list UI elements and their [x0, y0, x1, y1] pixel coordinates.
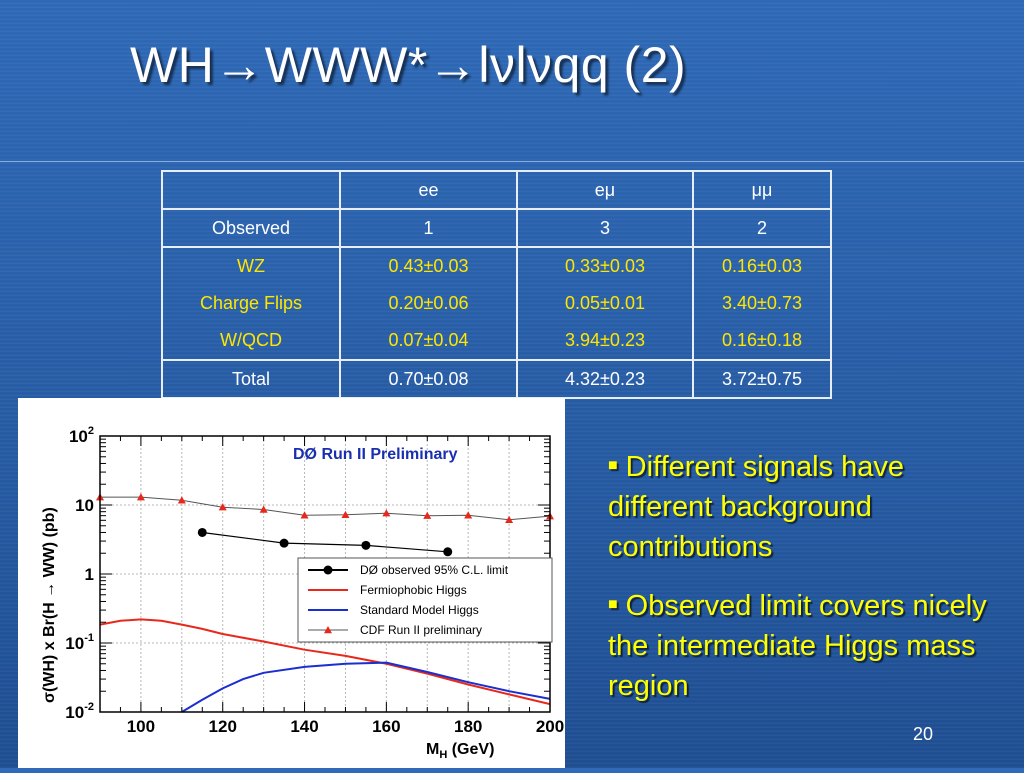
cdf-point — [136, 493, 145, 501]
y-tick-label: 1 — [85, 565, 94, 584]
series-line-0 — [202, 531, 448, 553]
plot-curves — [96, 493, 554, 713]
cdf-point — [177, 496, 186, 504]
cdf-point — [505, 515, 514, 524]
legend-entry-cdf: CDF Run II preliminary — [360, 623, 482, 637]
series-line-3 — [100, 496, 551, 521]
cell-value: 2 — [692, 208, 832, 248]
y-axis-label: σ(WH) x Br(H → WW) (pb) — [41, 507, 58, 703]
cell-value: 1 — [339, 208, 518, 248]
row-label: Total — [161, 359, 341, 399]
cell-value: 0.07±0.04 — [339, 322, 518, 360]
cdf-point — [464, 511, 473, 519]
cdf-point — [341, 510, 350, 519]
x-tick-label: 160 — [372, 717, 400, 736]
legend-box — [297, 557, 553, 643]
observed-limit-point — [361, 540, 371, 550]
observed-limit-point — [197, 527, 207, 537]
cell-value: 3.72±0.75 — [692, 359, 832, 399]
cdf-point — [382, 509, 391, 517]
cell-value: 0.43±0.03 — [339, 247, 518, 285]
table-row-observed: Observed 1 3 2 — [161, 208, 832, 248]
header-cell-empty — [161, 170, 341, 210]
legend-dot-icon — [323, 565, 333, 575]
legend-entry-standard-model: Standard Model Higgs — [360, 603, 479, 617]
slide-title: WH→WWW*→lνlνqq (2) — [130, 37, 687, 93]
header-cell-ee: ee — [339, 170, 518, 210]
event-count-table: ee eμ μμ Observed 1 3 2 WZ 0.43±0.03 0.3… — [161, 170, 832, 399]
y-tick-label: 10-2 — [65, 701, 94, 722]
limit-plot: 100 120 140 160 180 200 10-2 10-1 1 10 102 DØ Run … — [41, 425, 564, 761]
bullet-item: ■ Different signals have different backgr… — [608, 446, 1008, 567]
table-header-row: ee eμ μμ — [161, 170, 832, 210]
cell-value: 0.05±0.01 — [516, 285, 694, 322]
series-line-1 — [99, 618, 551, 706]
legend-entry-observed-limit: DØ observed 95% C.L. limit — [360, 563, 509, 577]
table-row-total: Total 0.70±0.08 4.32±0.23 3.72±0.75 — [161, 359, 832, 399]
header-cell-emu: eμ — [516, 170, 694, 210]
header-cell-mumu: μμ — [692, 170, 832, 210]
square-bullet-icon: ■ — [608, 457, 618, 474]
x-tick-label: 100 — [127, 717, 155, 736]
table-row-w-qcd: W/QCD 0.07±0.04 3.94±0.23 0.16±0.18 — [161, 322, 832, 360]
cell-value: 0.16±0.18 — [692, 322, 832, 360]
page-number: 20 — [913, 724, 934, 744]
x-tick-label: 120 — [209, 717, 237, 736]
square-bullet-icon: ■ — [608, 596, 618, 613]
row-label: Charge Flips — [161, 285, 341, 322]
cell-value: 4.32±0.23 — [516, 359, 694, 399]
cdf-point — [259, 505, 268, 513]
legend-triangle-icon — [324, 626, 332, 634]
cell-value: 3.40±0.73 — [692, 285, 832, 322]
cell-value: 0.20±0.06 — [339, 285, 518, 322]
title-divider — [0, 161, 1024, 162]
y-tick-label: 10 — [75, 496, 94, 515]
bullet-text: Different signals have different backgro… — [608, 451, 905, 563]
cell-value: 3 — [516, 208, 694, 248]
observed-limit-point — [443, 547, 453, 557]
cell-value: 0.70±0.08 — [339, 359, 518, 399]
cell-value: 3.94±0.23 — [516, 322, 694, 360]
limit-plot-panel: 100 120 140 160 180 200 10-2 10-1 1 10 102 DØ Run … — [18, 398, 565, 768]
row-label: Observed — [161, 208, 341, 248]
x-axis-label: MH (GeV) — [426, 741, 494, 761]
row-label: W/QCD — [161, 322, 341, 360]
plot-legend: DØ observed 95% C.L. limit Fermiophobic H… — [297, 557, 553, 643]
x-tick-label: 200 — [536, 717, 564, 736]
series-line-2 — [181, 661, 551, 713]
cell-value: 0.16±0.03 — [692, 247, 832, 285]
bullet-item: ■ Observed limit covers nicely the interm… — [608, 585, 1008, 706]
row-label: WZ — [161, 247, 341, 285]
table-row-charge-flips: Charge Flips 0.20±0.06 0.05±0.01 3.40±0.… — [161, 285, 832, 322]
plot-title: DØ Run II Preliminary — [293, 446, 458, 463]
y-tick-label: 10-1 — [65, 632, 94, 653]
cdf-point — [423, 511, 432, 519]
legend-entry-fermiophobic: Fermiophobic Higgs — [360, 583, 467, 597]
cdf-point — [218, 503, 227, 511]
cell-value: 0.33±0.03 — [516, 247, 694, 285]
bullet-list: ■ Different signals have different backgr… — [608, 446, 1008, 724]
table-row-wz: WZ 0.43±0.03 0.33±0.03 0.16±0.03 — [161, 247, 832, 285]
observed-limit-point — [279, 538, 289, 548]
y-tick-label: 102 — [69, 425, 94, 446]
x-tick-label: 140 — [290, 717, 318, 736]
x-tick-label: 180 — [454, 717, 482, 736]
cdf-point — [300, 511, 309, 519]
bullet-text: Observed limit covers nicely the interme… — [608, 590, 987, 702]
